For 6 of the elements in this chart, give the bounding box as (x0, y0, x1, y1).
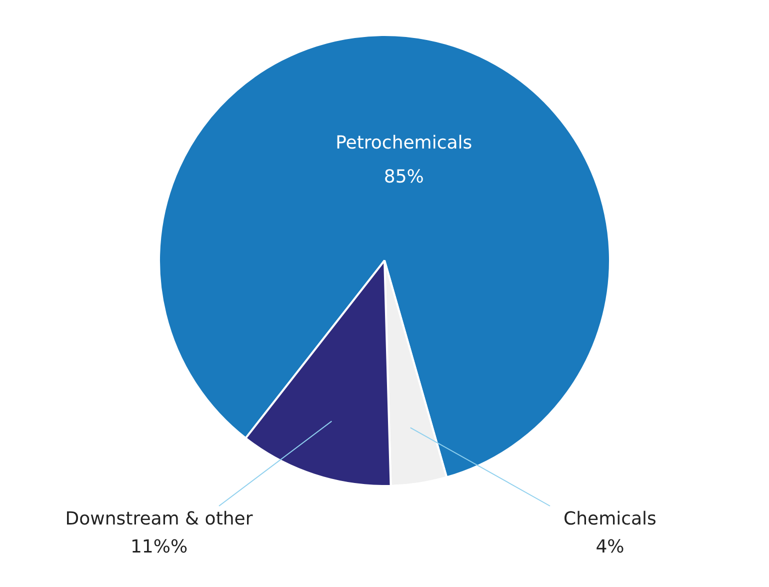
slice-label: Chemicals (564, 508, 656, 530)
data-label: 11%% (130, 536, 188, 558)
data-label: 4% (596, 536, 624, 558)
slice-label: Petrochemicals (336, 132, 472, 154)
data-label: 85% (384, 166, 424, 188)
slice-label: Downstream & other (65, 508, 254, 530)
